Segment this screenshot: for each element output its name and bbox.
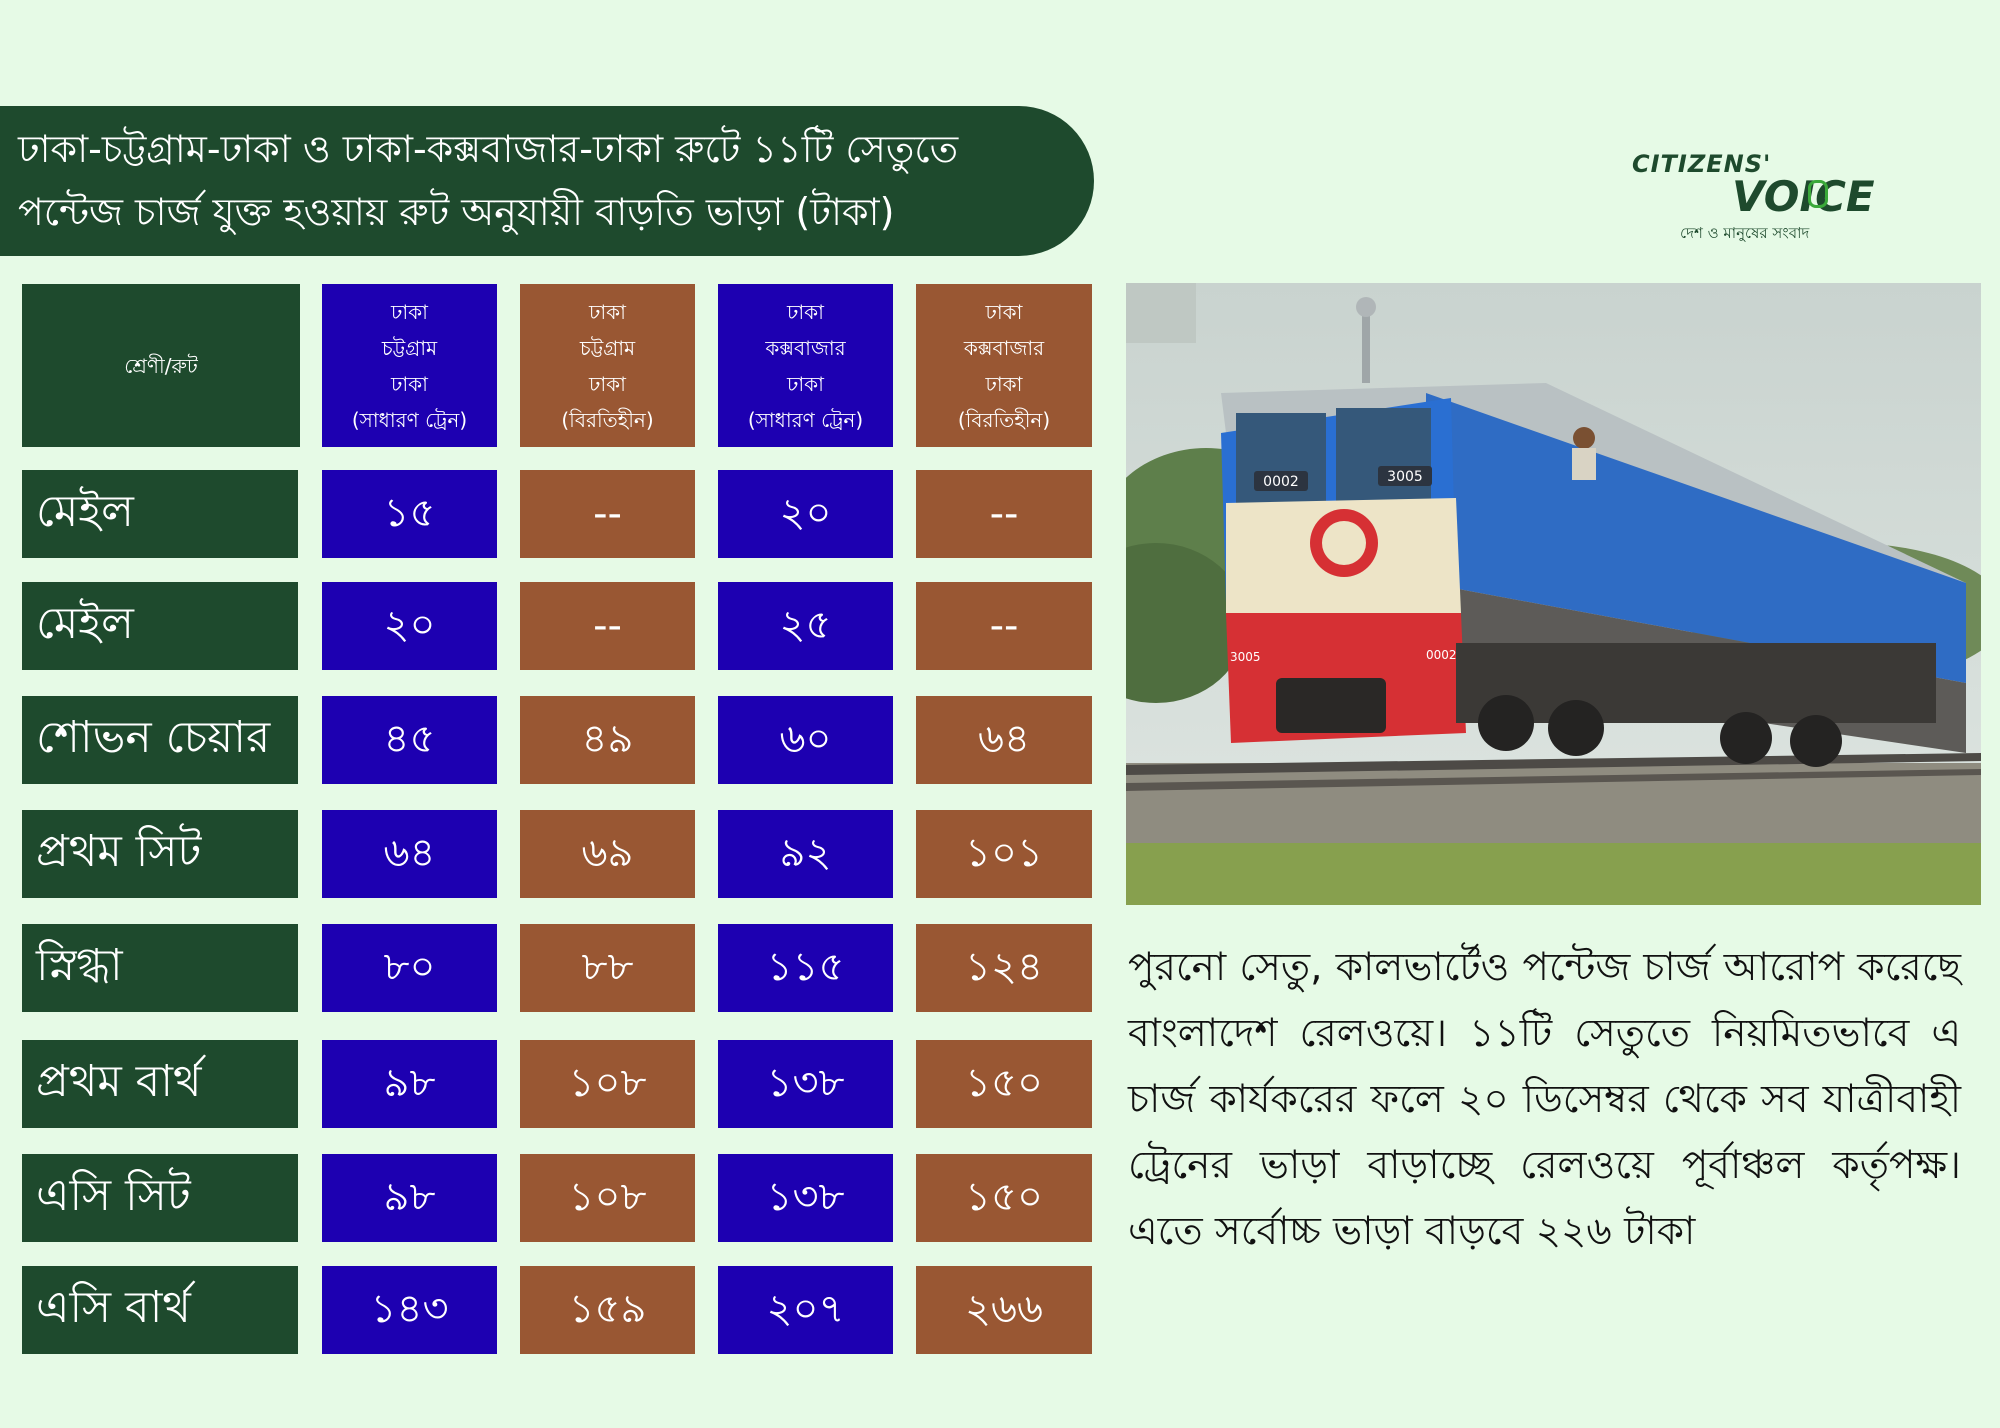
fare-cell: ২০	[718, 470, 893, 558]
loco-number-right: 3005	[1387, 469, 1423, 485]
fare-cell: ৯২	[718, 810, 893, 898]
row-label: প্রথম বার্থ	[22, 1040, 298, 1128]
logo-top-text: CITIZENS'	[1632, 150, 1772, 178]
fare-cell: ৪৫	[322, 696, 497, 784]
fare-cell: ৬০	[718, 696, 893, 784]
fare-cell: ১৪৩	[322, 1266, 497, 1354]
row-label: এসি বার্থ	[22, 1266, 298, 1354]
fare-cell: ৮০	[322, 924, 497, 1012]
fare-cell: ৬৯	[520, 810, 695, 898]
loco-number-left: 0002	[1263, 474, 1299, 490]
row-label: এসি সিট	[22, 1154, 298, 1242]
column-header-3: ঢাকা কক্সবাজার ঢাকা (সাধারণ ট্রেন)	[718, 284, 893, 447]
column-header-2: ঢাকা চট্টগ্রাম ঢাকা (বিরতিহীন)	[520, 284, 695, 447]
loco-number-side: 3005	[1230, 650, 1261, 664]
column-header-line: ঢাকা	[391, 371, 428, 396]
fare-cell: ৯৮	[322, 1154, 497, 1242]
fare-cell: ৬৪	[322, 810, 497, 898]
fare-cell: ১৩৮	[718, 1040, 893, 1128]
locomotive-illustration: 0002 3005 3005 0002	[1126, 283, 1981, 905]
train-photo: 0002 3005 3005 0002	[1126, 283, 1981, 905]
fare-cell: ১০৮	[520, 1154, 695, 1242]
row-label: মেইল	[22, 470, 298, 558]
column-header-line: ঢাকা	[589, 299, 626, 324]
row-label: স্নিগ্ধা	[22, 924, 298, 1012]
column-header-1: ঢাকা চট্টগ্রাম ঢাকা (সাধারণ ট্রেন)	[322, 284, 497, 447]
column-header-line: (বিরতিহীন)	[561, 407, 654, 432]
fare-cell: ১০৮	[520, 1040, 695, 1128]
microphone-icon	[1808, 180, 1828, 208]
fare-cell: ১১৫	[718, 924, 893, 1012]
column-header-line: (সাধারণ ট্রেন)	[747, 407, 864, 432]
fare-cell: ৪৯	[520, 696, 695, 784]
fare-cell: --	[916, 582, 1092, 670]
column-header-line: চট্টগ্রাম	[579, 335, 636, 360]
fare-cell: --	[916, 470, 1092, 558]
column-header-line: ঢাকা	[985, 371, 1023, 396]
column-header-line: কক্সবাজার	[765, 335, 846, 360]
logo-tagline: দেশ ও মানুষের সংবাদ	[1680, 224, 1810, 242]
fare-cell: --	[520, 582, 695, 670]
column-header-line: ঢাকা	[787, 299, 824, 324]
row-label: প্রথম সিট	[22, 810, 298, 898]
caption-paragraph: পুরনো সেতু, কালভার্টেও পন্টেজ চার্জ আরোপ…	[1128, 945, 1961, 1254]
column-header-line: ঢাকা	[787, 371, 824, 396]
logo-main-text: VOICE	[1732, 172, 1875, 221]
row-label: মেইল	[22, 582, 298, 670]
title-banner: ঢাকা-চট্টগ্রাম-ঢাকা ও ঢাকা-কক্সবাজার-ঢাক…	[0, 106, 1094, 256]
fare-cell: ১৫	[322, 470, 497, 558]
row-label: শোভন চেয়ার	[22, 696, 298, 784]
fare-cell: ৮৮	[520, 924, 695, 1012]
fare-cell: --	[520, 470, 695, 558]
corner-header-label: শ্রেণী/রুট	[124, 353, 198, 378]
column-header-line: ঢাকা	[985, 299, 1023, 324]
column-header-line: ঢাকা	[589, 371, 626, 396]
title-line-2: পন্টেজ চার্জ যুক্ত হওয়ায় রুট অনুযায়ী …	[18, 190, 895, 234]
column-header-4: ঢাকা কক্সবাজার ঢাকা (বিরতিহীন)	[916, 284, 1092, 447]
title-line-1: ঢাকা-চট্টগ্রাম-ঢাকা ও ঢাকা-কক্সবাজার-ঢাক…	[18, 127, 959, 171]
fare-cell: ১৫০	[916, 1040, 1092, 1128]
fare-cell: ২০৭	[718, 1266, 893, 1354]
fare-cell: ২৬৬	[916, 1266, 1092, 1354]
fare-cell: ৬৪	[916, 696, 1092, 784]
column-header-line: চট্টগ্রাম	[381, 335, 438, 360]
loco-number-side-2: 0002	[1426, 648, 1457, 662]
column-header-line: কক্সবাজার	[963, 335, 1045, 360]
column-header-line: ঢাকা	[391, 299, 428, 324]
fare-cell: ১৫০	[916, 1154, 1092, 1242]
fare-cell: ৯৮	[322, 1040, 497, 1128]
column-header-line: (বিরতিহীন)	[957, 407, 1051, 432]
fare-cell: ২৫	[718, 582, 893, 670]
fare-cell: ১২৪	[916, 924, 1092, 1012]
column-header-line: (সাধারণ ট্রেন)	[351, 407, 468, 432]
fare-cell: ২০	[322, 582, 497, 670]
fare-cell: ১৩৮	[718, 1154, 893, 1242]
corner-header: শ্রেণী/রুট	[22, 284, 300, 447]
fare-cell: ১৫৯	[520, 1266, 695, 1354]
citizens-voice-logo: CITIZENS' VOICE দেশ ও মানুষের সংবাদ	[1630, 150, 1880, 242]
fare-cell: ১০১	[916, 810, 1092, 898]
